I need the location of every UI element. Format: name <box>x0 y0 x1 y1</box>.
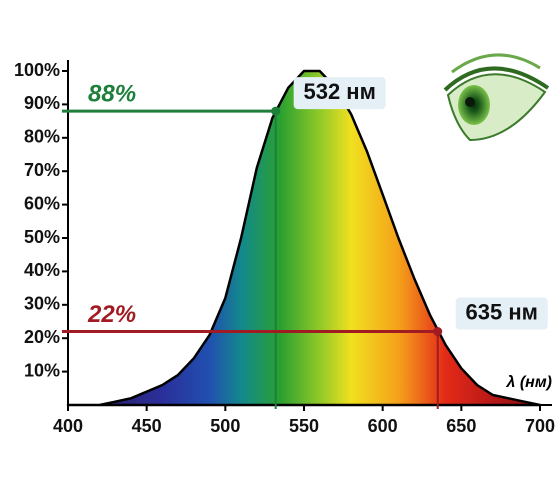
y-tick-label: 70% <box>24 160 60 180</box>
wavelength-label: 532 нм <box>303 79 375 104</box>
x-tick-label: 650 <box>446 416 476 436</box>
x-tick-label: 700 <box>525 416 555 436</box>
wavelength-label-box <box>293 77 386 110</box>
y-tick-label: 100% <box>14 60 60 80</box>
y-tick-label: 20% <box>24 327 60 347</box>
x-tick-label: 400 <box>53 416 83 436</box>
x-tick-label: 600 <box>368 416 398 436</box>
eye-icon <box>443 53 550 142</box>
y-tick-label: 80% <box>24 127 60 147</box>
marker <box>271 106 281 116</box>
level-label: 88% <box>88 80 136 107</box>
y-tick-label: 60% <box>24 193 60 213</box>
x-tick-label: 450 <box>132 416 162 436</box>
wavelength-label-box <box>455 297 548 330</box>
marker <box>433 327 443 337</box>
y-tick-label: 40% <box>24 260 60 280</box>
y-tick-label: 50% <box>24 227 60 247</box>
y-tick-label: 30% <box>24 294 60 314</box>
y-tick-label: 90% <box>24 93 60 113</box>
sensitivity-curve <box>66 69 542 407</box>
x-tick-label: 500 <box>210 416 240 436</box>
x-axis-label: λ (нм) <box>506 374 553 391</box>
x-tick-label: 550 <box>289 416 319 436</box>
y-tick-label: 10% <box>24 360 60 380</box>
level-label: 22% <box>87 301 136 328</box>
wavelength-label: 635 нм <box>466 299 538 324</box>
